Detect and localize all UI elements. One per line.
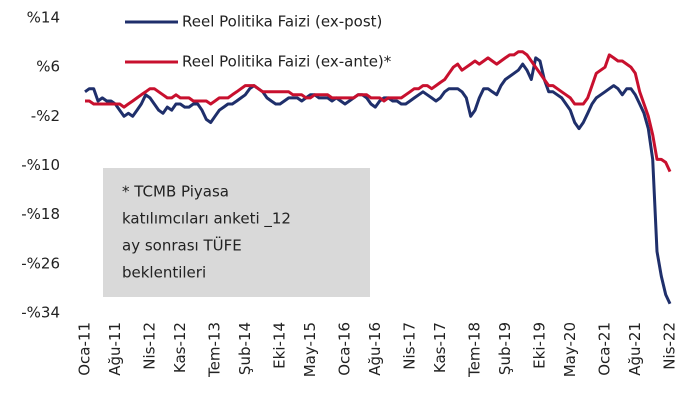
legend-label: Reel Politika Faizi (ex-post) (182, 13, 382, 31)
x-tick-label: Tem-18 (466, 322, 484, 378)
y-tick-label: %6 (36, 58, 60, 76)
x-tick-label: Kas-17 (431, 322, 449, 373)
legend-label: Reel Politika Faizi (ex-ante)* (182, 53, 392, 71)
x-tick-label: Şub-14 (236, 322, 254, 375)
annotation-box (103, 168, 370, 297)
x-tick-label: Nis-22 (661, 322, 679, 370)
x-tick-label: Ağu-11 (106, 322, 124, 376)
y-tick-label: -%18 (21, 205, 60, 223)
x-tick-label: Oca-21 (596, 322, 614, 376)
x-tick-label: Eki-19 (531, 322, 549, 369)
x-tick-label: Şub-19 (496, 322, 514, 375)
x-tick-label: Eki-14 (271, 322, 289, 369)
x-tick-label: Nis-17 (401, 322, 419, 370)
series-line (84, 56, 672, 305)
annotation-text: * TCMB Piyasa (122, 183, 229, 201)
y-tick-label: -%2 (31, 107, 60, 125)
x-tick-label: Ağu-21 (626, 322, 644, 376)
x-tick-label: Tem-13 (206, 322, 224, 378)
x-tick-label: Oca-16 (336, 322, 354, 376)
y-tick-label: -%34 (21, 304, 60, 322)
series-line (85, 50, 672, 173)
x-tick-label: Nis-12 (141, 322, 159, 370)
x-tick-label: Oca-11 (76, 322, 94, 376)
x-tick-label: May-20 (561, 322, 579, 377)
y-tick-label: %14 (27, 9, 60, 27)
annotation-text: ay sonrası TÜFE (122, 236, 242, 255)
y-tick-label: -%10 (21, 156, 60, 174)
x-tick-label: Ağu-16 (366, 322, 384, 376)
annotation-text: katılımcıları anketi _12 (122, 210, 291, 229)
x-tick-label: Kas-12 (171, 322, 189, 373)
y-tick-label: -%26 (21, 254, 60, 272)
x-tick-label: May-15 (301, 322, 319, 377)
annotation-text: beklentileri (122, 264, 206, 282)
